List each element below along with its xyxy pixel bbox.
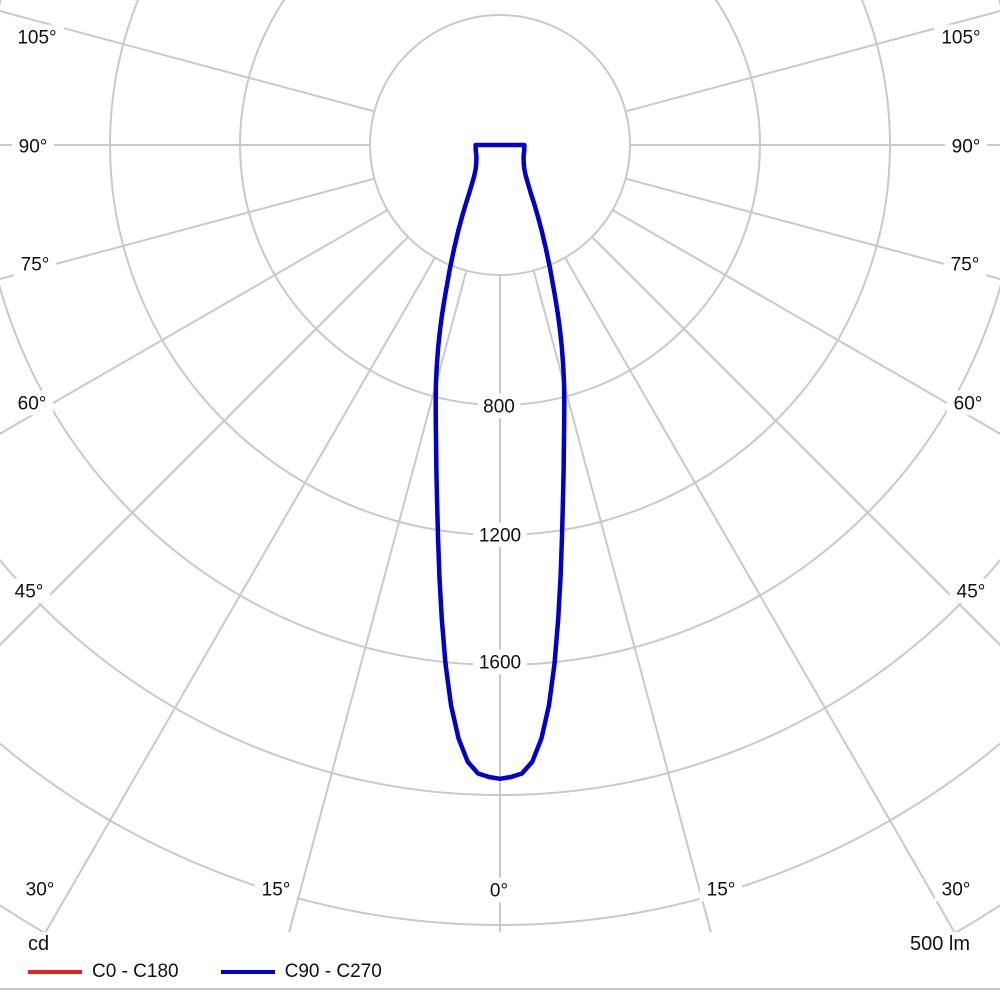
svg-text:45°: 45° — [15, 582, 44, 603]
svg-text:30°: 30° — [26, 880, 55, 901]
legend: C0 - C180 C90 - C270 — [28, 961, 382, 983]
svg-text:105°: 105° — [941, 28, 980, 49]
svg-text:105°: 105° — [17, 28, 56, 49]
svg-text:60°: 60° — [18, 394, 47, 415]
units-label: cd — [28, 933, 50, 955]
flux-label: 500 lm — [909, 933, 970, 955]
legend-label: C90 - C270 — [284, 961, 382, 982]
legend-item-c90-c270: C90 - C270 — [220, 961, 382, 983]
svg-text:90°: 90° — [952, 137, 981, 158]
legend-item-c0-c180: C0 - C180 — [28, 961, 179, 983]
legend-label: C0 - C180 — [92, 961, 179, 982]
polar-chart: 105° 90° 75° 60° 45° 30° 15° 0° 15° 30° 45° 60° 75° 9… — [0, 0, 1000, 932]
svg-text:45°: 45° — [957, 582, 986, 603]
svg-text:1200: 1200 — [479, 526, 521, 547]
legend-swatch — [220, 970, 275, 974]
svg-text:1600: 1600 — [479, 653, 521, 674]
units-row: cd 500 lm — [28, 933, 970, 956]
svg-text:90°: 90° — [19, 137, 48, 158]
svg-text:800: 800 — [483, 397, 515, 418]
svg-text:75°: 75° — [951, 255, 980, 276]
svg-text:15°: 15° — [262, 880, 291, 901]
svg-text:0°: 0° — [490, 881, 508, 902]
svg-text:15°: 15° — [707, 880, 736, 901]
legend-swatch — [28, 970, 82, 974]
svg-text:75°: 75° — [21, 255, 50, 276]
svg-text:60°: 60° — [954, 394, 983, 415]
bottom-rule — [0, 988, 1000, 990]
svg-text:30°: 30° — [942, 880, 971, 901]
